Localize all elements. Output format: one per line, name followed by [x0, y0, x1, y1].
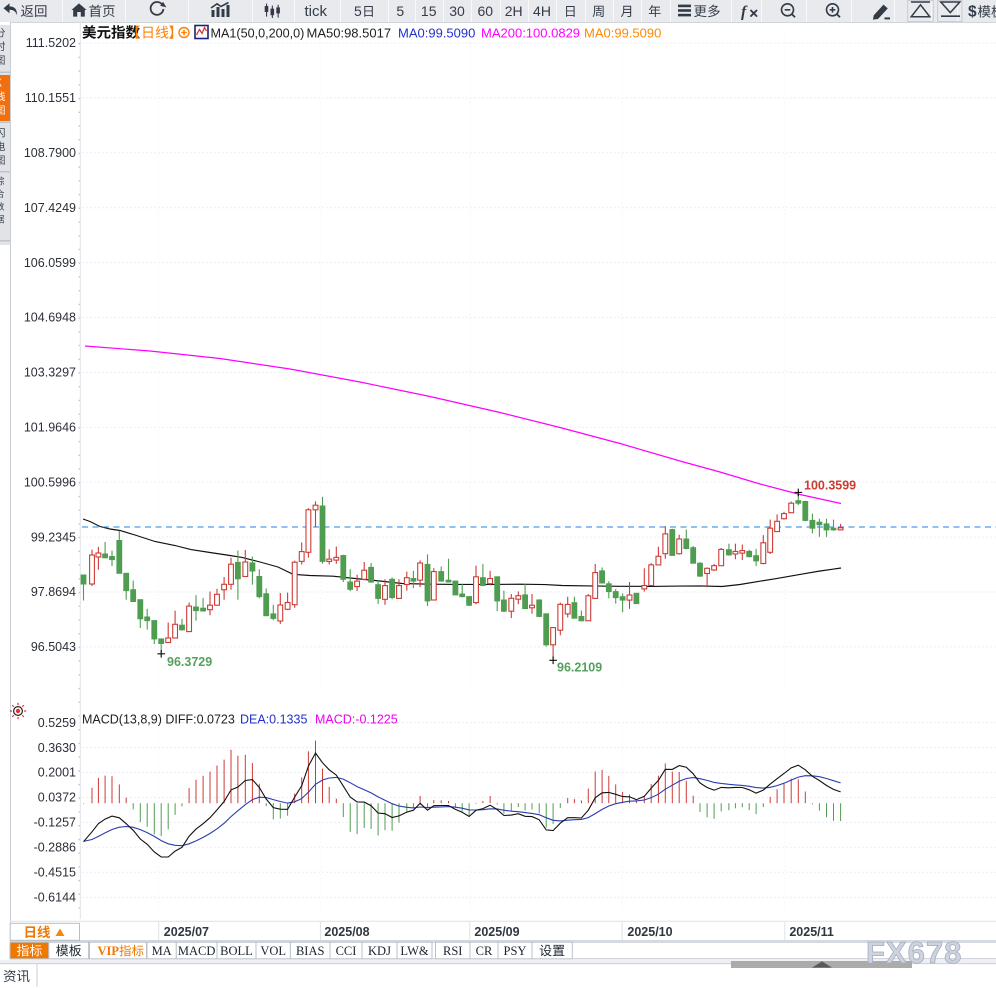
svg-text:4H: 4H [533, 3, 551, 19]
svg-text:RSI: RSI [443, 944, 462, 958]
svg-text:99.2345: 99.2345 [31, 530, 76, 544]
svg-text:96.2109: 96.2109 [557, 661, 602, 675]
svg-text:111.5202: 111.5202 [26, 36, 76, 50]
svg-text:-0.1257: -0.1257 [34, 816, 76, 830]
svg-text:110.1551: 110.1551 [25, 91, 76, 105]
svg-text:VIP: VIP [98, 944, 120, 958]
svg-text:106.0599: 106.0599 [24, 256, 76, 270]
svg-text:FX678: FX678 [866, 935, 962, 970]
svg-text:60: 60 [478, 3, 494, 19]
svg-text:0.3630: 0.3630 [38, 741, 76, 755]
svg-text:-0.2886: -0.2886 [34, 841, 76, 855]
svg-text:KDJ: KDJ [368, 944, 391, 958]
svg-text:0.2001: 0.2001 [38, 766, 76, 780]
svg-text:0.5259: 0.5259 [38, 716, 76, 730]
svg-text:100.3599: 100.3599 [804, 479, 856, 493]
svg-text:108.7900: 108.7900 [24, 146, 76, 160]
svg-text:MA1(50,0,200,0): MA1(50,0,200,0) [211, 26, 305, 40]
svg-text:MA200:100.0829: MA200:100.0829 [481, 25, 580, 40]
svg-text:2025/11: 2025/11 [789, 925, 834, 939]
svg-text:MACD(13,8,9) DIFF:0.0723: MACD(13,8,9) DIFF:0.0723 [82, 713, 235, 727]
svg-text:107.4249: 107.4249 [24, 201, 76, 215]
svg-text:2025/09: 2025/09 [474, 925, 519, 939]
svg-text:5: 5 [396, 3, 404, 19]
svg-text:2H: 2H [505, 3, 523, 19]
svg-text:LW&: LW& [400, 944, 429, 958]
svg-text:CR: CR [476, 944, 493, 958]
svg-text:tick: tick [304, 3, 327, 20]
svg-text:15: 15 [421, 3, 437, 19]
svg-text:96.5043: 96.5043 [31, 640, 76, 654]
svg-text:97.8694: 97.8694 [31, 585, 76, 599]
svg-text:MA: MA [152, 944, 172, 958]
svg-text:f: f [741, 4, 748, 21]
svg-text:2025/08: 2025/08 [324, 925, 369, 939]
svg-text:30: 30 [449, 3, 465, 19]
svg-text:96.3729: 96.3729 [167, 655, 212, 669]
svg-text:2025/10: 2025/10 [627, 925, 672, 939]
svg-text:103.3297: 103.3297 [24, 366, 76, 380]
svg-text:101.9646: 101.9646 [24, 421, 76, 435]
svg-text:104.6948: 104.6948 [24, 311, 76, 325]
svg-text:BIAS: BIAS [296, 944, 325, 958]
svg-text:MA0:99.5090: MA0:99.5090 [584, 25, 661, 40]
svg-text:PSY: PSY [504, 944, 527, 958]
svg-text:2025/07: 2025/07 [164, 925, 209, 939]
svg-text:CCI: CCI [336, 944, 357, 958]
svg-text:DEA:0.1335: DEA:0.1335 [240, 713, 307, 727]
svg-text:VOL: VOL [260, 944, 286, 958]
svg-text:-0.4515: -0.4515 [34, 866, 76, 880]
svg-text:$: $ [968, 4, 977, 21]
svg-text:MACD: MACD [178, 944, 216, 958]
svg-text:MA50:98.5017: MA50:98.5017 [307, 25, 392, 40]
svg-text:5: 5 [354, 3, 362, 19]
svg-text:0.0372: 0.0372 [38, 791, 76, 805]
svg-text:MACD:-0.1225: MACD:-0.1225 [315, 713, 398, 727]
svg-text:-0.6144: -0.6144 [34, 890, 76, 904]
svg-text:MA0:99.5090: MA0:99.5090 [398, 25, 475, 40]
svg-text:BOLL: BOLL [220, 944, 253, 958]
svg-text:100.5996: 100.5996 [24, 475, 76, 489]
